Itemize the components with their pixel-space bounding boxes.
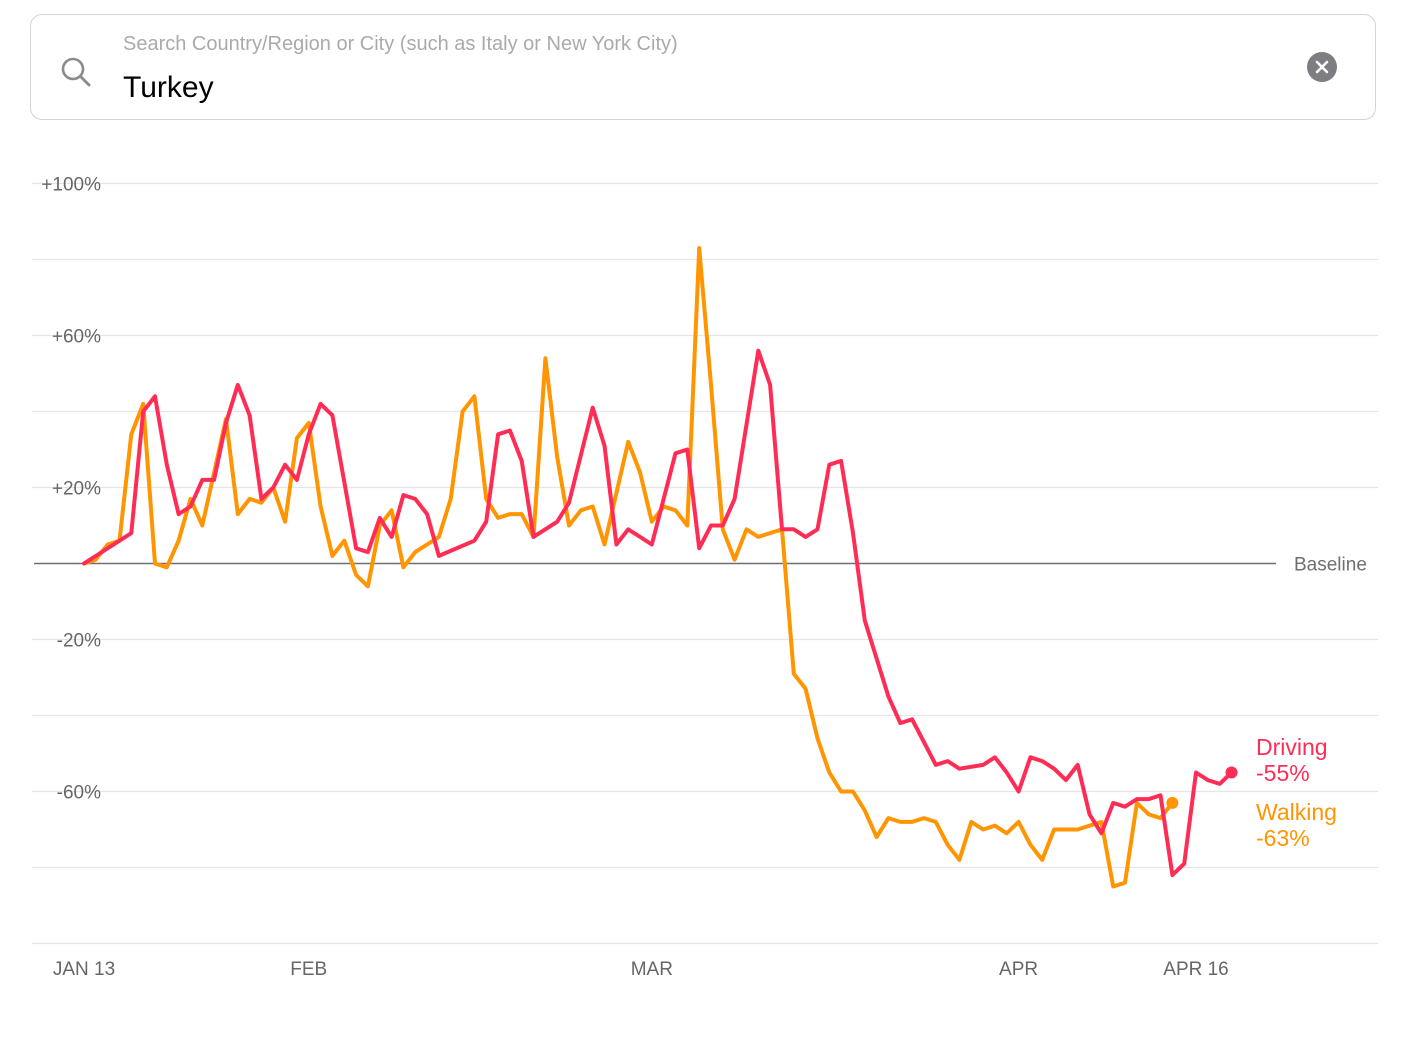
y-tick-label: -60% [57,783,101,804]
x-tick-label: FEB [290,959,327,980]
y-tick-label: +100% [41,175,101,196]
y-tick-label: +20% [52,479,101,500]
search-box[interactable]: Search Country/Region or City (such as I… [30,14,1376,120]
y-tick-label: +60% [52,327,101,348]
search-icon [59,55,93,89]
legend-value-walking: -63% [1256,825,1310,851]
x-tick-label: MAR [631,959,673,980]
x-tick-label: APR 16 [1163,959,1228,980]
x-tick-label: JAN 13 [53,959,115,980]
search-input[interactable]: Turkey [123,71,214,104]
series-line-walking [82,246,1175,889]
clear-search-button[interactable] [1307,52,1337,82]
search-placeholder: Search Country/Region or City (such as I… [123,33,678,55]
end-point-driving [1225,766,1238,779]
clear-icon [1315,60,1329,74]
end-point-walking [1166,796,1179,809]
legend-value-driving: -55% [1256,760,1310,786]
baseline-label: Baseline [1294,555,1367,576]
series-line-driving [82,348,1234,878]
x-tick-label: APR [999,959,1038,980]
legend-name-driving: Driving [1256,734,1328,760]
legend-name-walking: Walking [1256,799,1337,825]
y-tick-label: -20% [57,631,101,652]
